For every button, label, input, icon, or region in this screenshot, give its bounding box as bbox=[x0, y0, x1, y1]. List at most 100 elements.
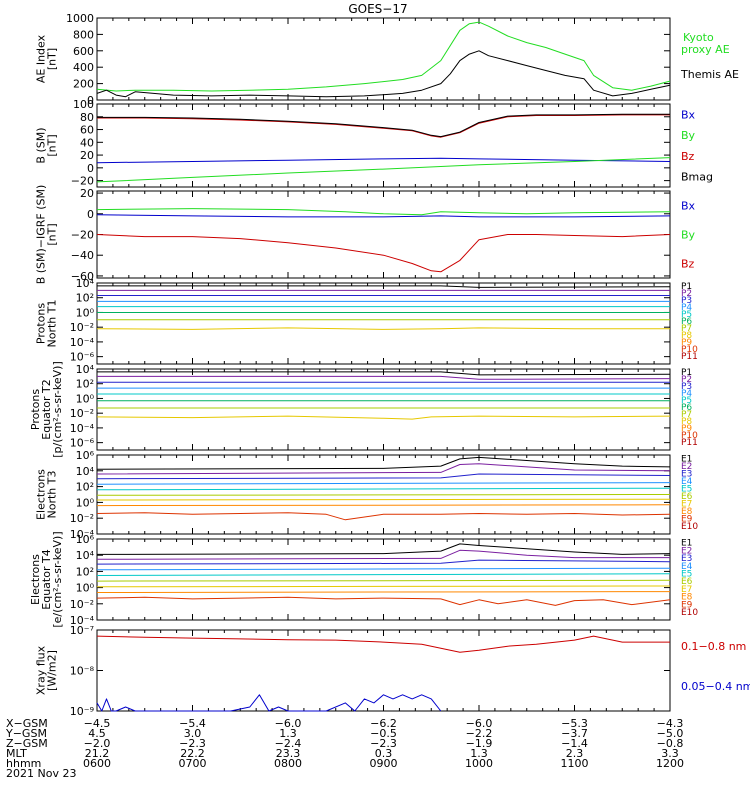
y-axis-label: [W/m2] bbox=[46, 650, 59, 691]
y-axis-label: B (SM) bbox=[35, 127, 48, 163]
x-tick-label: −2.0 bbox=[84, 737, 111, 750]
y-tick-label: 20 bbox=[80, 149, 94, 162]
series-line-e4 bbox=[96, 482, 671, 485]
legend-label: E7 bbox=[681, 500, 692, 510]
y-tick-label: 800 bbox=[73, 28, 94, 41]
y-tick-label: 40 bbox=[80, 136, 94, 149]
legend-label: P3 bbox=[681, 382, 692, 392]
y-axis-label: Protons bbox=[35, 303, 48, 344]
series-line-e6 bbox=[96, 494, 671, 496]
series-line-bx bbox=[96, 157, 671, 164]
y-axis-label: North T3 bbox=[46, 471, 59, 519]
legend-label: P8 bbox=[681, 331, 692, 341]
x-axis-table: X−GSM −4.5 −5.4 −6.0 −6.2 −6.0 −5.3 −4.3 Y−GSM 4.… bbox=[5, 717, 684, 780]
legend-label: E2 bbox=[681, 462, 692, 472]
x-tick-label: −1.4 bbox=[561, 737, 588, 750]
series-line-e3 bbox=[96, 473, 671, 480]
legend-label: P1 bbox=[681, 368, 692, 378]
panel-3: −60 −40 −20 0 20 B (SM)−IGRF (SM)[nT] Bx By Bz bbox=[35, 185, 696, 285]
series-line-e1 bbox=[96, 456, 671, 470]
y-tick-label: 10⁻⁴ bbox=[70, 422, 95, 435]
x-tick-label: −1.9 bbox=[466, 737, 493, 750]
y-tick-label: 10⁻⁴ bbox=[70, 528, 95, 541]
series-line-0-05-0-4-nm bbox=[96, 694, 442, 712]
plot-frame bbox=[96, 103, 671, 188]
y-axis-label: Electrons bbox=[35, 469, 48, 520]
y-tick-label: 10⁰ bbox=[76, 582, 95, 595]
plot-frame bbox=[96, 368, 671, 451]
series-line-p1 bbox=[97, 285, 671, 288]
series-line-e9 bbox=[96, 596, 671, 606]
y-tick-label: 10⁴ bbox=[76, 363, 95, 376]
y-tick-label: 1000 bbox=[66, 12, 94, 25]
y-tick-label: 10⁶ bbox=[76, 449, 95, 462]
legend-label: E1 bbox=[681, 455, 692, 465]
y-tick-label: 0 bbox=[87, 208, 94, 221]
x-tick-label: 4.5 bbox=[88, 727, 106, 740]
legend-label: P10 bbox=[681, 345, 698, 355]
legend-label: E7 bbox=[681, 585, 692, 595]
x-tick-label: 0800 bbox=[274, 757, 302, 770]
series-line-themis-ae bbox=[96, 50, 671, 98]
series-line-p2 bbox=[97, 375, 671, 380]
legend-label: E10 bbox=[681, 522, 698, 532]
y-tick-label: 10² bbox=[76, 481, 94, 494]
legend-label: P1 bbox=[681, 282, 692, 292]
legend-label: E8 bbox=[681, 507, 693, 517]
series-line-e6 bbox=[96, 579, 671, 582]
y-tick-label: −60 bbox=[71, 270, 94, 283]
x-tick-label: 0700 bbox=[179, 757, 207, 770]
series-line-p8 bbox=[96, 415, 671, 420]
y-axis-label: Protons bbox=[29, 389, 42, 430]
series-line-bz bbox=[97, 114, 670, 138]
y-tick-label: 20 bbox=[80, 187, 94, 200]
y-axis-label: [p/(cm²-s-sr-keV)] bbox=[51, 361, 64, 458]
legend-label: Bz bbox=[681, 258, 695, 271]
x-tick-label: −5.0 bbox=[657, 727, 684, 740]
series-line-e3 bbox=[96, 559, 671, 565]
series-line-0-1-0-8-nm bbox=[96, 635, 670, 653]
legend-label: Bmag bbox=[681, 171, 713, 184]
y-tick-label: 0 bbox=[87, 162, 94, 175]
series-line-e8 bbox=[96, 591, 671, 593]
y-axis-label: North T1 bbox=[46, 300, 59, 348]
legend-label: E10 bbox=[681, 608, 698, 618]
legend-label: P8 bbox=[681, 417, 692, 427]
y-tick-label: 10² bbox=[76, 378, 94, 391]
legend-label: P4 bbox=[681, 303, 692, 313]
x-tick-label: −2.3 bbox=[179, 737, 206, 750]
legend-label: P6 bbox=[681, 403, 692, 413]
y-tick-label: 10⁴ bbox=[76, 277, 95, 290]
series-line-bmag bbox=[97, 113, 670, 138]
x-tick-label: 22.2 bbox=[180, 747, 205, 760]
legend-label: P2 bbox=[681, 289, 692, 299]
y-axis-label: [nT] bbox=[46, 223, 59, 245]
legend-label: E4 bbox=[681, 562, 693, 572]
x-tick-label: 2.3 bbox=[566, 747, 584, 760]
series-line-e7 bbox=[96, 498, 671, 501]
series-line-p1 bbox=[97, 371, 671, 376]
legend-label: Themis AE bbox=[680, 68, 739, 81]
x-tick-label: 21.2 bbox=[85, 747, 110, 760]
y-tick-label: 200 bbox=[73, 78, 94, 91]
y-tick-label: 10⁻⁸ bbox=[70, 665, 95, 678]
legend-label: E6 bbox=[681, 577, 693, 587]
y-tick-label: 10² bbox=[76, 565, 94, 578]
y-tick-label: 10⁻⁷ bbox=[70, 624, 94, 637]
x-row-label: X−GSM bbox=[6, 717, 48, 730]
legend-label: E5 bbox=[681, 485, 692, 495]
series-line-e2 bbox=[96, 549, 670, 560]
y-tick-label: 10⁻² bbox=[70, 321, 94, 334]
x-tick-label: −6.0 bbox=[275, 717, 302, 730]
y-tick-label: 10⁻⁶ bbox=[70, 437, 95, 450]
x-tick-label: 3.0 bbox=[184, 727, 202, 740]
legend-label: P11 bbox=[681, 352, 698, 362]
y-tick-label: 10⁻⁹ bbox=[70, 705, 94, 718]
legend-label: E6 bbox=[681, 492, 693, 502]
legend-label: Bx bbox=[681, 200, 696, 213]
y-tick-label: 60 bbox=[80, 124, 94, 137]
legend-label: P10 bbox=[681, 431, 698, 441]
x-tick-label: 1.3 bbox=[279, 727, 297, 740]
